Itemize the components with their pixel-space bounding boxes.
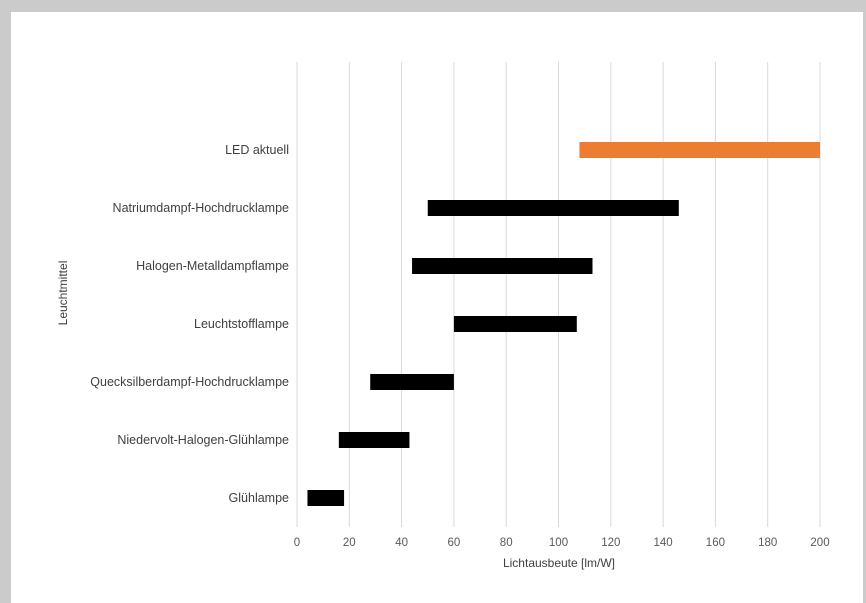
range-bar [307, 490, 345, 506]
category-label: Leuchtstofflampe [194, 317, 289, 331]
category-labels: LED aktuell Natriumdampf-Hochdrucklampe Ha… [90, 143, 289, 505]
x-tick-label: 40 [395, 537, 408, 549]
x-tick-label: 120 [601, 537, 620, 549]
category-label: Halogen-Metalldampflampe [136, 259, 289, 273]
category-label: Glühlampe [229, 491, 289, 505]
x-tick-label: 180 [758, 537, 777, 549]
x-tick-label: 0 [294, 537, 300, 549]
range-bar [579, 142, 820, 158]
x-tick-label: 200 [810, 537, 829, 549]
range-bar [412, 258, 593, 274]
range-bar [427, 200, 679, 216]
x-tick-labels: 0 20 40 60 80 100 120 140 160 180 200 [294, 537, 830, 549]
x-tick-label: 160 [706, 537, 725, 549]
category-label: Natriumdampf-Hochdrucklampe [113, 201, 290, 215]
gridlines [296, 62, 821, 527]
x-axis-title: Lichtausbeute [lm/W] [503, 556, 615, 570]
x-tick-label: 60 [448, 537, 461, 549]
x-tick-label: 20 [343, 537, 356, 549]
range-bar [370, 374, 454, 390]
range-bar [453, 316, 577, 332]
category-label: Niedervolt-Halogen-Glühlampe [117, 433, 289, 447]
range-bar [338, 432, 410, 448]
x-tick-label: 100 [549, 537, 568, 549]
bars [307, 142, 820, 506]
category-label: Quecksilberdampf-Hochdrucklampe [90, 375, 289, 389]
y-axis-title: Leuchtmittel [56, 261, 70, 326]
category-label: LED aktuell [225, 143, 289, 157]
chart-area [11, 12, 863, 603]
x-tick-label: 80 [500, 537, 513, 549]
x-tick-label: 140 [654, 537, 673, 549]
